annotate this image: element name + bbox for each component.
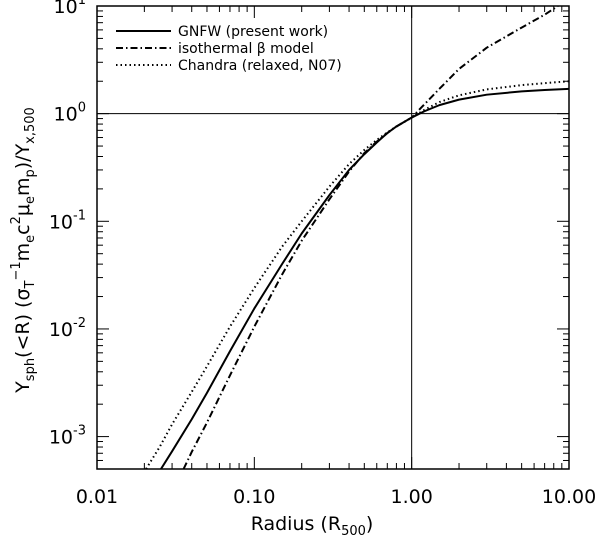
- x-tick-label: 0.01: [76, 486, 118, 508]
- legend: GNFW (present work) isothermal β model C…: [116, 24, 342, 74]
- y-tick-label: 10-3: [49, 424, 86, 449]
- x-axis-title: Radius (R500): [251, 513, 374, 539]
- x-tick-label: 1.00: [391, 486, 433, 508]
- plot-content: [96, 5, 570, 470]
- plot-frame: [96, 5, 570, 470]
- series-line-isothermal: [182, 6, 559, 469]
- y-tick-label: 101: [54, 0, 86, 18]
- legend-label-isothermal: isothermal β model: [178, 41, 314, 57]
- y-tick-label: 100: [54, 101, 86, 126]
- legend-label-gnfw: GNFW (present work): [178, 24, 328, 40]
- x-tick-label: 0.10: [233, 486, 275, 508]
- y-axis-title: Ysph(<R) (σT−1mec2μemp)/Yx,500: [9, 107, 38, 394]
- legend-label-chandra: Chandra (relaxed, N07): [178, 58, 342, 74]
- x-tick-label: 10.00: [542, 486, 596, 508]
- tick-labels: 0.01 0.10 1.00 10.00 10-3 10-2 10-1 100 101: [49, 0, 596, 508]
- y-tick-label: 10-1: [49, 208, 86, 233]
- y-tick-label: 10-2: [49, 316, 86, 341]
